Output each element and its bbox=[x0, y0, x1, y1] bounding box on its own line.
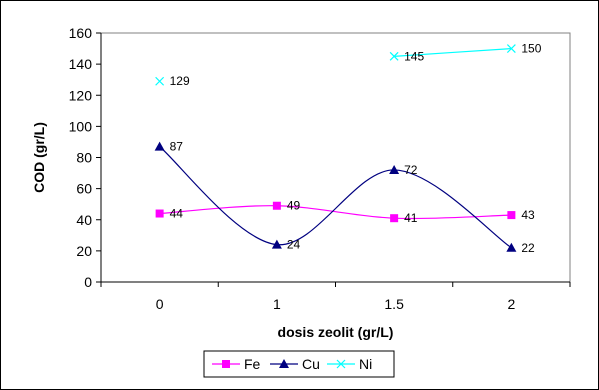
series-layer bbox=[154, 44, 517, 252]
x-tick-label: 2 bbox=[507, 296, 515, 312]
point-fe bbox=[155, 209, 164, 218]
point-fe bbox=[390, 214, 399, 223]
axes: 0 20 40 60 80 100 120 140 160 0 1 1.5 2 bbox=[69, 25, 571, 312]
point-fe bbox=[272, 201, 281, 210]
x-tick-label: 0 bbox=[156, 296, 164, 312]
legend-item-fe: Fe bbox=[212, 356, 261, 372]
y-tick-label: 100 bbox=[69, 118, 93, 134]
point-ni bbox=[389, 51, 399, 61]
plot-area bbox=[100, 32, 571, 283]
series-line-cu bbox=[159, 146, 512, 249]
y-tick-label: 60 bbox=[76, 181, 92, 197]
legend-label-ni: Ni bbox=[359, 356, 372, 372]
y-tick-label: 160 bbox=[69, 25, 93, 41]
data-label-cu: 22 bbox=[521, 241, 535, 255]
series-cu bbox=[154, 141, 517, 252]
x-tick-label: 1 bbox=[273, 296, 281, 312]
legend-marker-fe bbox=[222, 360, 230, 368]
data-label-fe: 49 bbox=[287, 199, 301, 213]
legend-label-fe: Fe bbox=[244, 356, 261, 372]
data-label-cu: 87 bbox=[170, 140, 184, 154]
point-cu bbox=[506, 242, 517, 252]
y-axis-title: COD (gr/L) bbox=[31, 122, 47, 193]
y-tick-label: 40 bbox=[76, 212, 92, 228]
data-labels: 44 49 41 43 87 24 72 22 129 145 150 bbox=[170, 42, 542, 255]
data-label-cu: 24 bbox=[287, 238, 301, 252]
x-axis-title: dosis zeolit (gr/L) bbox=[278, 324, 394, 340]
y-tick-label: 20 bbox=[76, 243, 92, 259]
y-tick-label: 120 bbox=[69, 87, 93, 103]
series-line-fe bbox=[159, 205, 512, 220]
series-line-ni bbox=[394, 47, 512, 57]
point-ni bbox=[155, 76, 165, 86]
legend-label-cu: Cu bbox=[302, 356, 320, 372]
data-label-ni: 129 bbox=[170, 74, 190, 88]
series-fe bbox=[155, 201, 516, 223]
series-ni bbox=[155, 44, 516, 86]
legend-marker-ni bbox=[336, 359, 346, 369]
data-label-cu: 72 bbox=[404, 163, 418, 177]
legend-item-ni: Ni bbox=[327, 356, 372, 372]
point-cu bbox=[154, 141, 165, 151]
y-tick-label: 140 bbox=[69, 56, 93, 72]
legend-item-cu: Cu bbox=[270, 356, 320, 372]
data-label-ni: 145 bbox=[404, 49, 424, 63]
legend-marker-cu bbox=[279, 359, 289, 368]
legend: Fe Cu Ni bbox=[203, 350, 395, 378]
y-tick-label: 80 bbox=[76, 150, 92, 166]
point-cu bbox=[271, 239, 282, 249]
point-cu bbox=[389, 164, 400, 174]
data-label-fe: 44 bbox=[170, 207, 184, 221]
point-fe bbox=[507, 211, 516, 220]
data-label-ni: 150 bbox=[521, 42, 541, 56]
x-tick-label: 1.5 bbox=[384, 296, 404, 312]
y-tick-label: 0 bbox=[84, 274, 92, 290]
point-ni bbox=[506, 44, 516, 53]
data-label-fe: 43 bbox=[521, 208, 535, 222]
data-label-fe: 41 bbox=[404, 211, 418, 225]
